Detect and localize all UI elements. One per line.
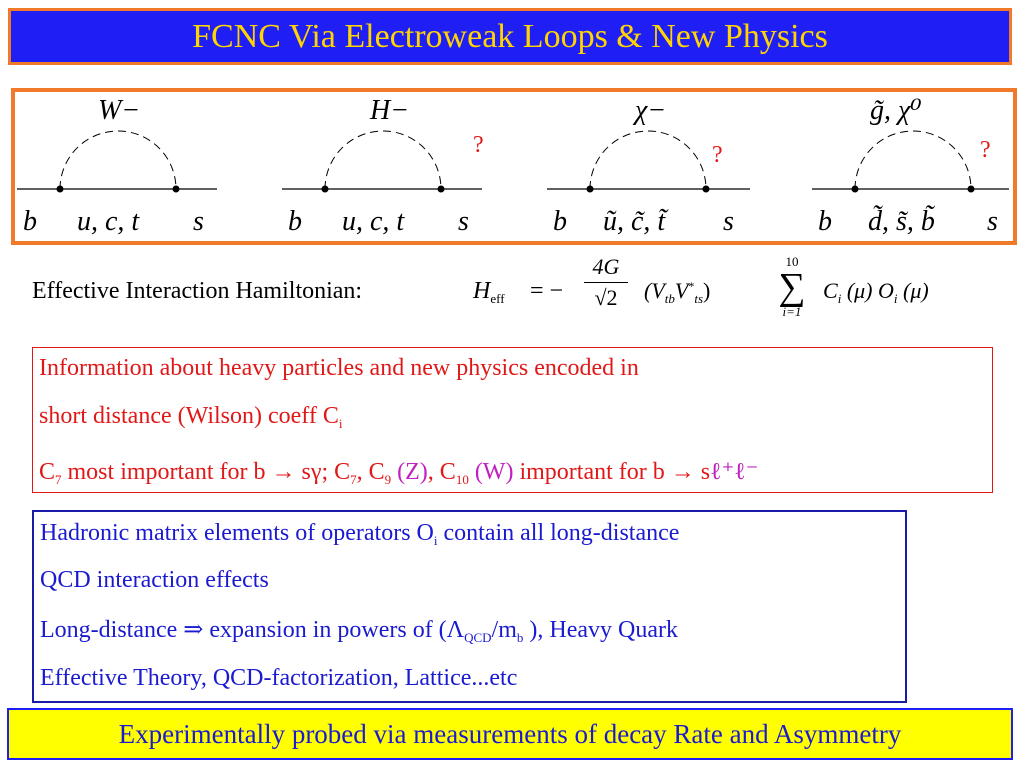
title-bar: FCNC Via Electroweak Loops & New Physics bbox=[8, 8, 1012, 65]
diagram-chargino-loop: χ− ? b ũ, c̃, t̃ s bbox=[547, 95, 750, 237]
fraction: 4G √2 bbox=[584, 254, 628, 311]
diagram-3-left: b bbox=[553, 206, 567, 237]
diagram-3-question: ? bbox=[712, 142, 723, 168]
sum-symbol: ∑ bbox=[778, 266, 806, 308]
diagram-1-internal: u, c, t bbox=[77, 206, 140, 237]
ckm-factor: (VtbV*ts) bbox=[644, 278, 711, 306]
diagram-4-boson: g̃, χ⁰ bbox=[870, 95, 922, 126]
diagram-4-right: s bbox=[987, 206, 998, 237]
diagram-3-right: s bbox=[723, 206, 734, 237]
red-line-3: C7 most important for b → sγ; C7, C9 (Z)… bbox=[39, 459, 759, 487]
fraction-bar bbox=[584, 282, 628, 283]
diagram-2-left: b bbox=[288, 206, 302, 237]
feynman-diagrams-panel: W− b u, c, t s H− ? b u, c, t s χ− ? b ũ… bbox=[11, 88, 1017, 245]
diagram-2-boson: H− bbox=[369, 95, 409, 126]
diagram-w-loop: W− b u, c, t s bbox=[17, 95, 217, 237]
hamiltonian-label: Effective Interaction Hamiltonian: bbox=[32, 278, 363, 304]
wilson-coefficient-box: Information about heavy particles and ne… bbox=[32, 347, 993, 493]
blue-line-1: Hadronic matrix elements of operators Oi… bbox=[40, 520, 680, 548]
diagram-2-internal: u, c, t bbox=[342, 206, 405, 237]
diagram-4-internal: d̃, s̃, b̃ bbox=[868, 205, 936, 237]
sum-lower: i=1 bbox=[782, 304, 802, 319]
hamiltonian-equation: Effective Interaction Hamiltonian: Heff … bbox=[32, 250, 992, 340]
slide-title: FCNC Via Electroweak Loops & New Physics bbox=[192, 17, 828, 55]
diagram-1-left: b bbox=[23, 206, 37, 237]
blue-line-2: QCD interaction effects bbox=[40, 567, 269, 593]
diagram-4-left: b bbox=[818, 206, 832, 237]
diagram-3-boson: χ− bbox=[632, 95, 666, 126]
diagram-3-internal: ũ, c̃, t̃ bbox=[603, 206, 669, 237]
feynman-diagrams: W− b u, c, t s H− ? b u, c, t s χ− ? b ũ… bbox=[17, 95, 1009, 237]
fraction-denominator: √2 bbox=[594, 285, 618, 310]
diagram-h-loop: H− ? b u, c, t s bbox=[282, 95, 484, 237]
summation: 10 ∑ i=1 bbox=[769, 254, 815, 320]
fraction-numerator: 4G bbox=[592, 254, 620, 279]
diagram-1-right: s bbox=[193, 206, 204, 237]
equals-minus: = − bbox=[530, 278, 564, 304]
wilson-term: Ci (μ) Oi (μ) bbox=[823, 278, 929, 306]
blue-line-4: Effective Theory, QCD-factorization, Lat… bbox=[40, 665, 518, 691]
sum-upper: 10 bbox=[785, 254, 799, 269]
diagram-2-question: ? bbox=[473, 132, 484, 158]
blue-line-3: Long-distance ⇒ expansion in powers of (… bbox=[40, 617, 678, 645]
diagram-2-right: s bbox=[458, 206, 469, 237]
diagram-1-boson: W− bbox=[98, 95, 140, 126]
red-line-1: Information about heavy particles and ne… bbox=[39, 355, 639, 381]
conclusion-text: Experimentally probed via measurements o… bbox=[118, 718, 902, 749]
red-line-2: short distance (Wilson) coeff Ci bbox=[39, 403, 343, 431]
h-symbol: Heff bbox=[473, 278, 505, 306]
diagram-gluino-loop: g̃, χ⁰ ? b d̃, s̃, b̃ s bbox=[812, 95, 1009, 237]
hadronic-matrix-box: Hadronic matrix elements of operators Oi… bbox=[32, 510, 907, 703]
conclusion-banner: Experimentally probed via measurements o… bbox=[7, 708, 1013, 760]
diagram-4-question: ? bbox=[980, 137, 991, 163]
